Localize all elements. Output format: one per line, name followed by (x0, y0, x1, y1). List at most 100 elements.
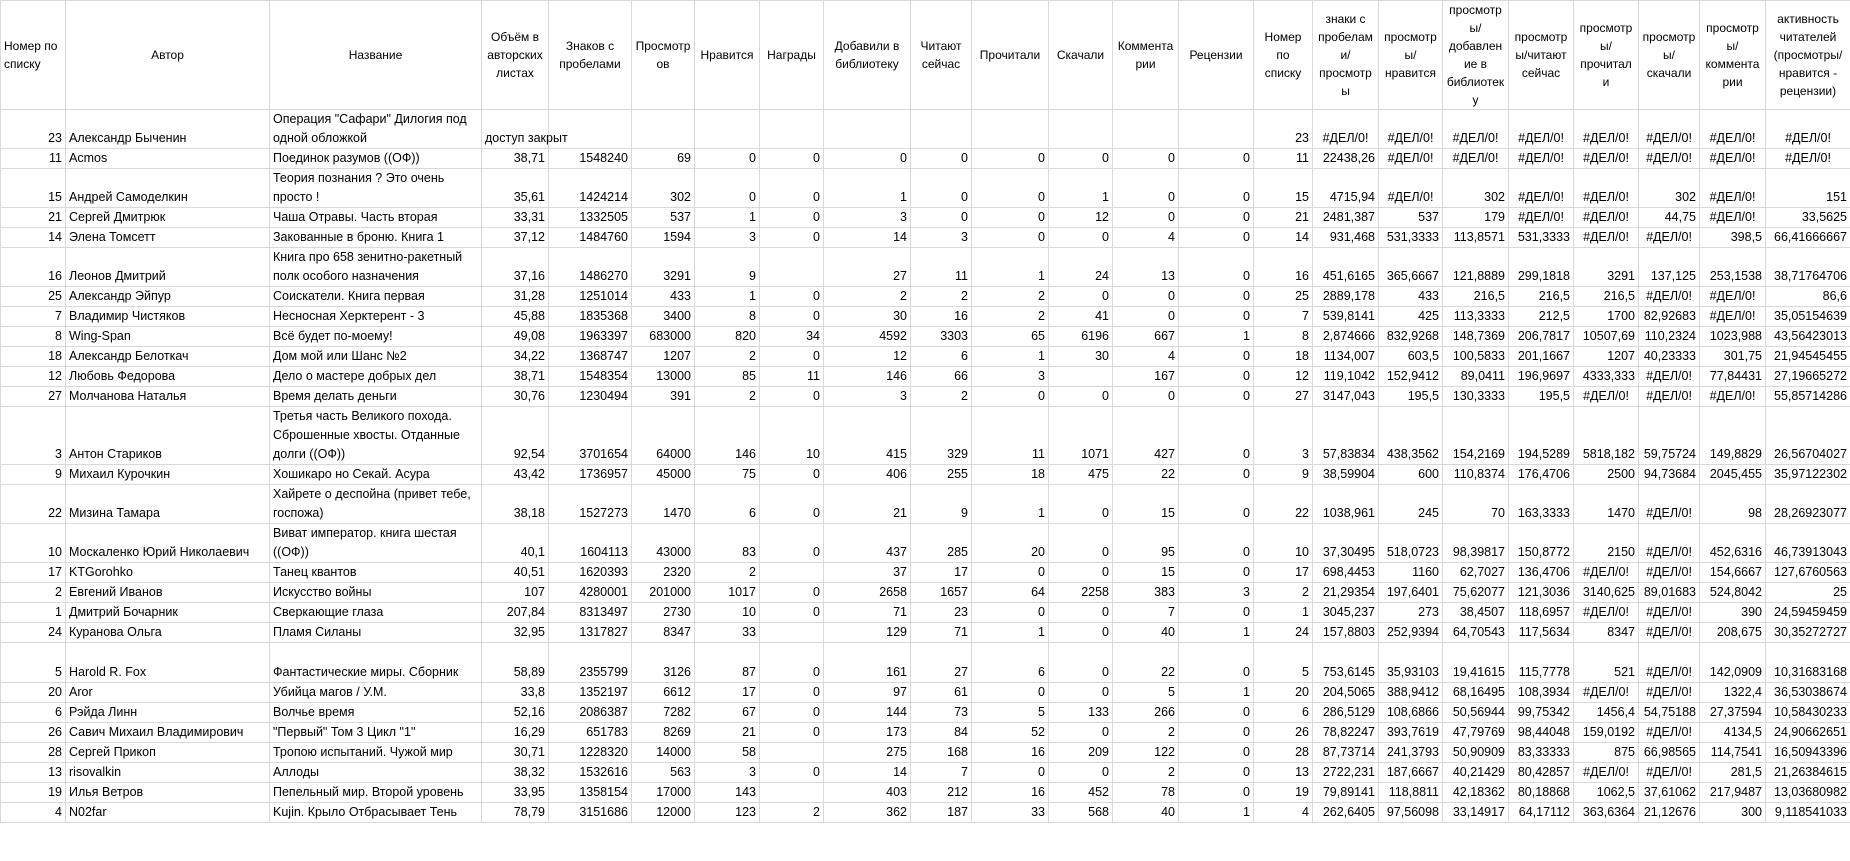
cell: 1620393 (548, 562, 632, 583)
cell: 20 (0, 682, 66, 703)
cell: 1332505 (548, 207, 632, 228)
cell: 7 (910, 762, 972, 783)
cell: 1963397 (548, 326, 632, 347)
cell: 163,3333 (1508, 484, 1574, 524)
cell: 10,58430233 (1765, 702, 1850, 723)
cell: 33,8 (481, 682, 549, 703)
cell: 11 (0, 148, 66, 169)
cell: 4592 (823, 326, 911, 347)
cell: 0 (759, 582, 824, 603)
cell: Куранова Ольга (65, 622, 270, 643)
cell: 1134,007 (1312, 346, 1379, 367)
cell: 26 (1253, 722, 1313, 743)
header-cell: Номер по списку (1253, 0, 1313, 110)
cell: 64 (971, 582, 1049, 603)
cell: 3 (823, 207, 911, 228)
cell: 217,9487 (1699, 782, 1766, 803)
cell: 37,16 (481, 247, 549, 287)
cell: #ДЕЛ/0! (1573, 109, 1639, 149)
cell: 0 (694, 168, 760, 208)
cell: 524,8042 (1699, 582, 1766, 603)
cell: 64,17112 (1508, 802, 1574, 823)
cell: #ДЕЛ/0! (1765, 148, 1850, 169)
cell: 129 (823, 622, 911, 643)
row: 12 Любовь Федорова Дело о мастере добрых д… (0, 366, 1850, 387)
cell: 64000 (631, 406, 695, 465)
cell: 1038,961 (1312, 484, 1379, 524)
cell: 531,3333 (1378, 227, 1443, 248)
cell: 0 (1178, 286, 1254, 307)
header-cell: Просмотров (631, 0, 695, 110)
cell: 8269 (631, 722, 695, 743)
cell: "Первый" Том 3 Цикл "1" (269, 722, 482, 743)
cell: Пепельный мир. Второй уровень (269, 782, 482, 803)
cell: 20 (1253, 682, 1313, 703)
cell: 16 (971, 742, 1049, 763)
cell: 75,62077 (1442, 582, 1509, 603)
cell: #ДЕЛ/0! (1573, 227, 1639, 248)
cell: 70 (1442, 484, 1509, 524)
cell: 209 (1048, 742, 1113, 763)
cell: 65 (971, 326, 1049, 347)
cell: 19 (0, 782, 66, 803)
cell: 0 (759, 286, 824, 307)
cell: 14 (0, 227, 66, 248)
cell: #ДЕЛ/0! (1573, 682, 1639, 703)
cell: 37,12 (481, 227, 549, 248)
row: 13 risovalkin Аллоды 38,32 1532616 563 3 0 14 7 0 0… (0, 762, 1850, 783)
cell: 0 (1048, 602, 1113, 623)
cell: 22438,26 (1312, 148, 1379, 169)
cell: 0 (971, 386, 1049, 407)
cell: 8 (694, 306, 760, 327)
cell: 0 (1112, 386, 1179, 407)
row: 10 Москаленко Юрий Николаевич Виват импера… (0, 523, 1850, 563)
cell: 146 (694, 406, 760, 465)
cell: 1594 (631, 227, 695, 248)
cell: 1023,988 (1699, 326, 1766, 347)
cell: 45000 (631, 464, 695, 485)
cell: KTGorohko (65, 562, 270, 583)
cell: 50,56944 (1442, 702, 1509, 723)
cell: 3140,625 (1573, 582, 1639, 603)
cell: 1 (0, 602, 66, 623)
cell: 2 (694, 346, 760, 367)
cell: 42,18362 (1442, 782, 1509, 803)
cell: 35,61 (481, 168, 549, 208)
cell: 427 (1112, 406, 1179, 465)
cell: 1160 (1378, 562, 1443, 583)
cell: 0 (1178, 562, 1254, 583)
cell: 154,2169 (1442, 406, 1509, 465)
cell: 0 (971, 227, 1049, 248)
cell: 35,93103 (1378, 642, 1443, 683)
header-cell: знаки с пробелами/просмотры (1312, 0, 1379, 110)
cell: 1207 (631, 346, 695, 367)
cell: 27,19665272 (1765, 366, 1850, 387)
cell: #ДЕЛ/0! (1638, 148, 1700, 169)
cell: 518,0723 (1378, 523, 1443, 563)
cell: 33,5625 (1765, 207, 1850, 228)
cell: #ДЕЛ/0! (1573, 386, 1639, 407)
header-cell: Название (269, 0, 482, 110)
cell: 3 (823, 386, 911, 407)
header-cell: Прочитали (971, 0, 1049, 110)
cell: Мизина Тамара (65, 484, 270, 524)
cell: Танец квантов (269, 562, 482, 583)
cell: 475 (1048, 464, 1113, 485)
cell: 33,31 (481, 207, 549, 228)
cell: 4 (0, 802, 66, 823)
cell: 0 (971, 762, 1049, 783)
cell: 2320 (631, 562, 695, 583)
cell: Чаша Отравы. Часть вторая (269, 207, 482, 228)
row: 15 Андрей Самоделкин Теория познания ? Это… (0, 168, 1850, 208)
cell: 1527273 (548, 484, 632, 524)
cell: 11 (759, 366, 824, 387)
cell: 301,75 (1699, 346, 1766, 367)
cell: 2 (1112, 762, 1179, 783)
cell: 86,6 (1765, 286, 1850, 307)
cell: 12 (823, 346, 911, 367)
cell: 1 (971, 484, 1049, 524)
cell: 66,98565 (1638, 742, 1700, 763)
cell: Савич Михаил Владимирович (65, 722, 270, 743)
header-cell: Нравится (694, 0, 760, 110)
cell: #ДЕЛ/0! (1638, 484, 1700, 524)
